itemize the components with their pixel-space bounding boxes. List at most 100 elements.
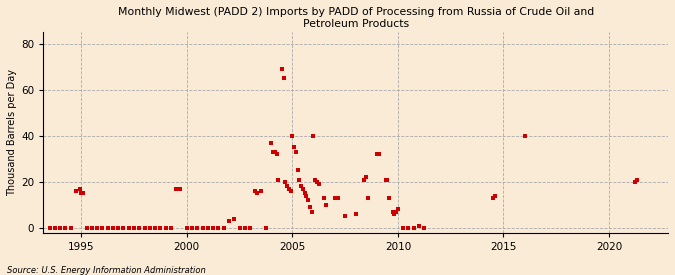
Point	[519, 134, 530, 138]
Point	[134, 226, 144, 230]
Point	[144, 226, 155, 230]
Point	[174, 186, 185, 191]
Point	[107, 226, 118, 230]
Point	[74, 186, 85, 191]
Point	[97, 226, 108, 230]
Point	[303, 198, 314, 202]
Point	[313, 182, 324, 186]
Point	[273, 177, 284, 182]
Point	[340, 214, 350, 219]
Point	[271, 152, 282, 156]
Point	[308, 134, 319, 138]
Point	[333, 196, 344, 200]
Point	[306, 210, 317, 214]
Point	[113, 226, 124, 230]
Point	[223, 219, 234, 223]
Point	[289, 145, 300, 150]
Point	[255, 189, 266, 193]
Point	[92, 226, 103, 230]
Point	[414, 223, 425, 228]
Point	[310, 177, 321, 182]
Point	[321, 203, 331, 207]
Point	[182, 226, 192, 230]
Point	[398, 226, 408, 230]
Point	[387, 210, 398, 214]
Point	[319, 196, 329, 200]
Point	[350, 212, 361, 216]
Point	[245, 226, 256, 230]
Point	[208, 226, 219, 230]
Text: Source: U.S. Energy Information Administration: Source: U.S. Energy Information Administ…	[7, 266, 205, 275]
Point	[285, 189, 296, 193]
Point	[171, 186, 182, 191]
Point	[155, 226, 166, 230]
Point	[287, 134, 298, 138]
Point	[60, 226, 71, 230]
Point	[266, 141, 277, 145]
Point	[419, 226, 430, 230]
Point	[78, 191, 88, 196]
Point	[312, 180, 323, 184]
Point	[391, 210, 402, 214]
Point	[489, 194, 500, 198]
Point	[86, 226, 97, 230]
Point	[269, 150, 280, 154]
Point	[118, 226, 129, 230]
Point	[76, 191, 86, 196]
Point	[139, 226, 150, 230]
Point	[213, 226, 224, 230]
Point	[49, 226, 60, 230]
Point	[165, 226, 176, 230]
Point	[383, 196, 394, 200]
Point	[281, 184, 292, 189]
Point	[380, 177, 391, 182]
Point	[487, 196, 498, 200]
Point	[298, 186, 308, 191]
Point	[408, 226, 419, 230]
Point	[371, 152, 382, 156]
Point	[392, 207, 403, 212]
Point	[71, 189, 82, 193]
Point	[129, 226, 140, 230]
Point	[362, 196, 373, 200]
Point	[361, 175, 372, 179]
Point	[292, 168, 303, 172]
Point	[630, 180, 641, 184]
Point	[296, 184, 306, 189]
Point	[229, 216, 240, 221]
Point	[280, 180, 291, 184]
Point	[187, 226, 198, 230]
Point	[81, 226, 92, 230]
Point	[102, 226, 113, 230]
Point	[261, 226, 271, 230]
Point	[234, 226, 245, 230]
Point	[192, 226, 202, 230]
Point	[278, 76, 289, 80]
Point	[284, 186, 294, 191]
Point	[240, 226, 250, 230]
Point	[304, 205, 315, 209]
Point	[250, 189, 261, 193]
Point	[359, 177, 370, 182]
Point	[299, 191, 310, 196]
Y-axis label: Thousand Barrels per Day: Thousand Barrels per Day	[7, 69, 17, 196]
Point	[329, 196, 340, 200]
Point	[267, 150, 278, 154]
Point	[373, 152, 384, 156]
Point	[294, 177, 305, 182]
Point	[389, 212, 400, 216]
Point	[150, 226, 161, 230]
Point	[276, 67, 287, 71]
Point	[44, 226, 55, 230]
Point	[197, 226, 208, 230]
Point	[124, 226, 134, 230]
Point	[632, 177, 643, 182]
Point	[160, 226, 171, 230]
Point	[218, 226, 229, 230]
Point	[55, 226, 65, 230]
Point	[202, 226, 213, 230]
Point	[382, 177, 393, 182]
Title: Monthly Midwest (PADD 2) Imports by PADD of Processing from Russia of Crude Oil : Monthly Midwest (PADD 2) Imports by PADD…	[117, 7, 594, 29]
Point	[252, 191, 263, 196]
Point	[301, 194, 312, 198]
